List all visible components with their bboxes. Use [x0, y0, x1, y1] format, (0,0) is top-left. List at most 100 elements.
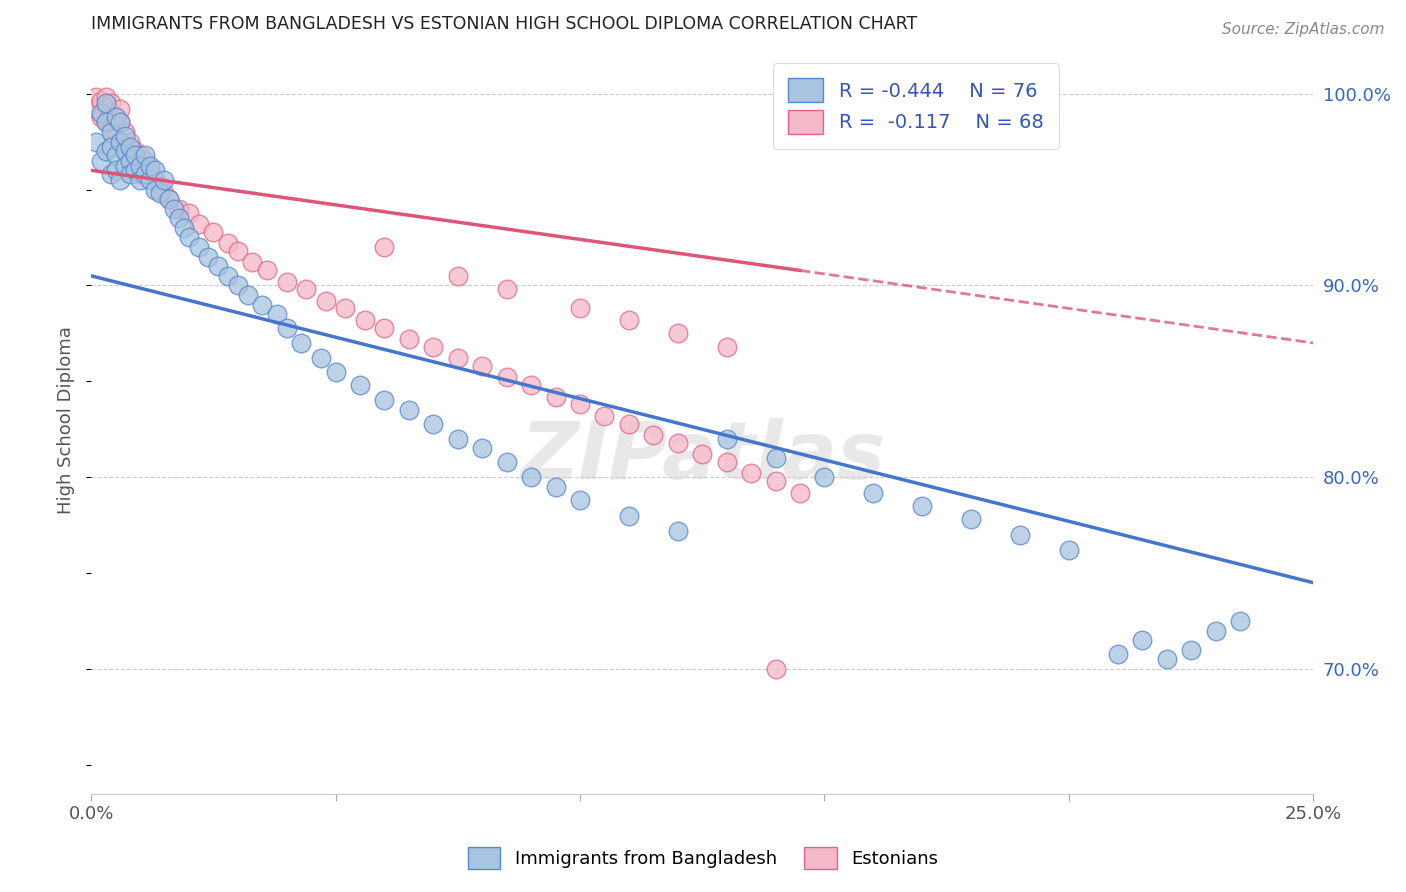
Point [167, 211, 190, 226]
Point [90, 153, 112, 168]
Point [114, 128, 136, 143]
Point [242, 255, 264, 269]
Point [226, 278, 249, 293]
Point [325, 365, 347, 379]
Point [90, 105, 112, 120]
Point [765, 450, 787, 465]
Point [114, 144, 136, 158]
Point [373, 393, 395, 408]
Point [100, 167, 122, 181]
Point [520, 470, 543, 484]
Point [153, 186, 176, 201]
Point [315, 293, 337, 308]
Legend: Immigrants from Bangladesh, Estonians: Immigrants from Bangladesh, Estonians [458, 838, 948, 879]
Point [617, 417, 640, 431]
Point [139, 163, 162, 178]
Point [120, 167, 142, 181]
Point [100, 121, 122, 136]
Point [120, 140, 142, 154]
Point [520, 378, 543, 392]
Point [149, 178, 172, 193]
Point [217, 236, 239, 251]
Point [94, 115, 117, 129]
Point [252, 297, 274, 311]
Point [398, 332, 420, 346]
Point [276, 320, 298, 334]
Point [110, 135, 132, 149]
Text: ZIPatlas: ZIPatlas [520, 418, 884, 496]
Point [422, 340, 444, 354]
Point [569, 493, 592, 508]
Point [373, 320, 395, 334]
Point [495, 370, 517, 384]
Point [569, 397, 592, 411]
Point [1008, 527, 1031, 541]
Point [149, 186, 172, 201]
Point [139, 160, 162, 174]
Point [163, 202, 186, 216]
Point [157, 192, 180, 206]
Point [256, 263, 278, 277]
Point [544, 390, 567, 404]
Point [447, 351, 470, 366]
Point [120, 153, 142, 168]
Point [349, 378, 371, 392]
Point [110, 115, 132, 129]
Point [765, 474, 787, 488]
Point [187, 217, 209, 231]
Point [134, 148, 156, 162]
Point [143, 182, 166, 196]
Point [354, 313, 377, 327]
Point [569, 301, 592, 316]
Point [544, 480, 567, 494]
Point [104, 148, 127, 162]
Point [187, 240, 209, 254]
Point [124, 163, 146, 178]
Point [666, 524, 689, 538]
Point [495, 455, 517, 469]
Point [90, 95, 112, 109]
Point [422, 417, 444, 431]
Point [716, 455, 738, 469]
Point [129, 167, 152, 181]
Point [110, 115, 132, 129]
Point [114, 144, 136, 158]
Point [226, 244, 249, 258]
Point [84, 135, 107, 149]
Point [202, 225, 225, 239]
Point [120, 153, 142, 168]
Point [716, 432, 738, 446]
Point [173, 220, 195, 235]
Point [593, 409, 616, 423]
Point [94, 98, 117, 112]
Point [94, 90, 117, 104]
Point [129, 173, 152, 187]
Point [373, 240, 395, 254]
Point [617, 313, 640, 327]
Point [309, 351, 332, 366]
Point [1057, 543, 1080, 558]
Point [495, 282, 517, 296]
Point [104, 128, 127, 143]
Point [114, 160, 136, 174]
Point [471, 442, 494, 456]
Point [666, 435, 689, 450]
Point [124, 148, 146, 162]
Point [1107, 647, 1129, 661]
Point [217, 268, 239, 283]
Point [398, 403, 420, 417]
Point [1180, 643, 1202, 657]
Point [104, 163, 127, 178]
Point [207, 259, 229, 273]
Point [153, 173, 176, 187]
Point [197, 250, 219, 264]
Point [290, 335, 312, 350]
Point [104, 110, 127, 124]
Point [617, 508, 640, 523]
Point [94, 115, 117, 129]
Point [266, 307, 288, 321]
Point [124, 163, 146, 178]
Point [114, 125, 136, 139]
Point [447, 432, 470, 446]
Point [84, 90, 107, 104]
